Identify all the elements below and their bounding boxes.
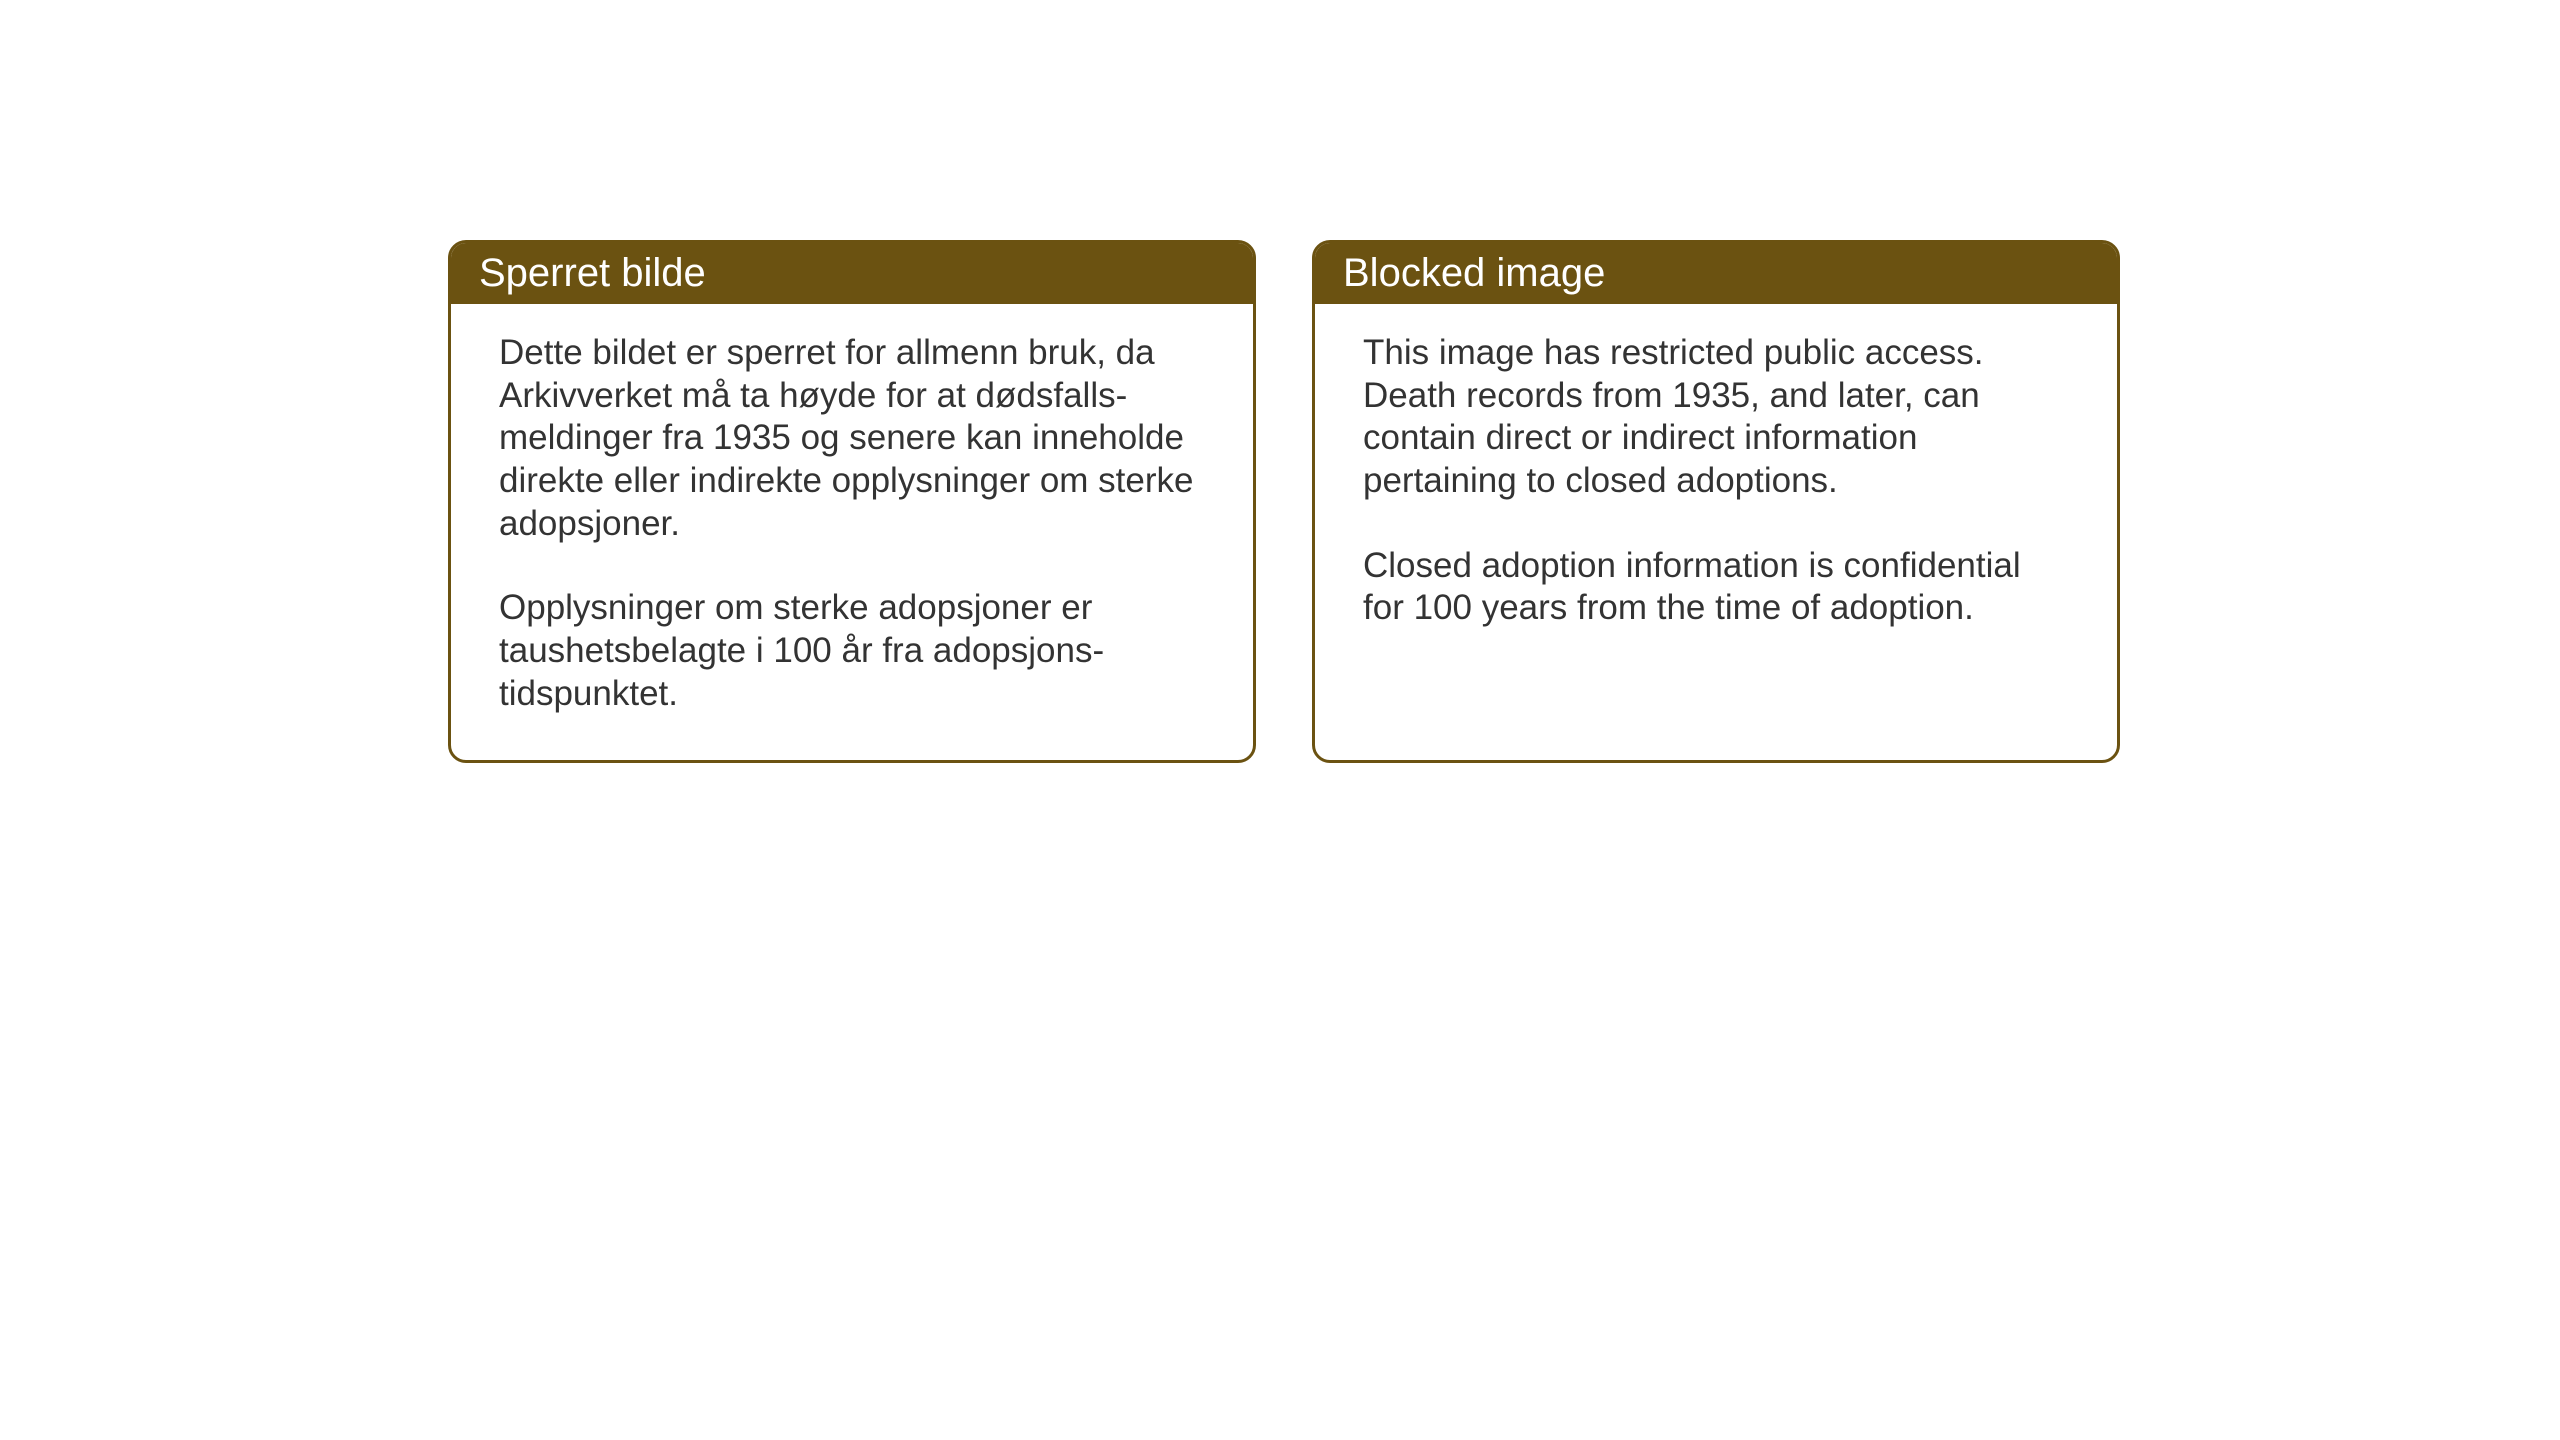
notice-body-english: This image has restricted public access.… (1315, 304, 2117, 674)
notice-title-norwegian: Sperret bilde (479, 251, 706, 295)
notice-paragraph-1-norwegian: Dette bildet er sperret for allmenn bruk… (499, 332, 1205, 545)
notice-card-norwegian: Sperret bilde Dette bildet er sperret fo… (448, 240, 1256, 763)
notice-header-norwegian: Sperret bilde (451, 243, 1253, 304)
notice-paragraph-2-english: Closed adoption information is confident… (1363, 545, 2069, 630)
notice-paragraph-1-english: This image has restricted public access.… (1363, 332, 2069, 503)
notice-title-english: Blocked image (1343, 251, 1605, 295)
notice-container: Sperret bilde Dette bildet er sperret fo… (448, 240, 2120, 763)
notice-card-english: Blocked image This image has restricted … (1312, 240, 2120, 763)
notice-paragraph-2-norwegian: Opplysninger om sterke adopsjoner er tau… (499, 587, 1205, 715)
notice-body-norwegian: Dette bildet er sperret for allmenn bruk… (451, 304, 1253, 760)
notice-header-english: Blocked image (1315, 243, 2117, 304)
